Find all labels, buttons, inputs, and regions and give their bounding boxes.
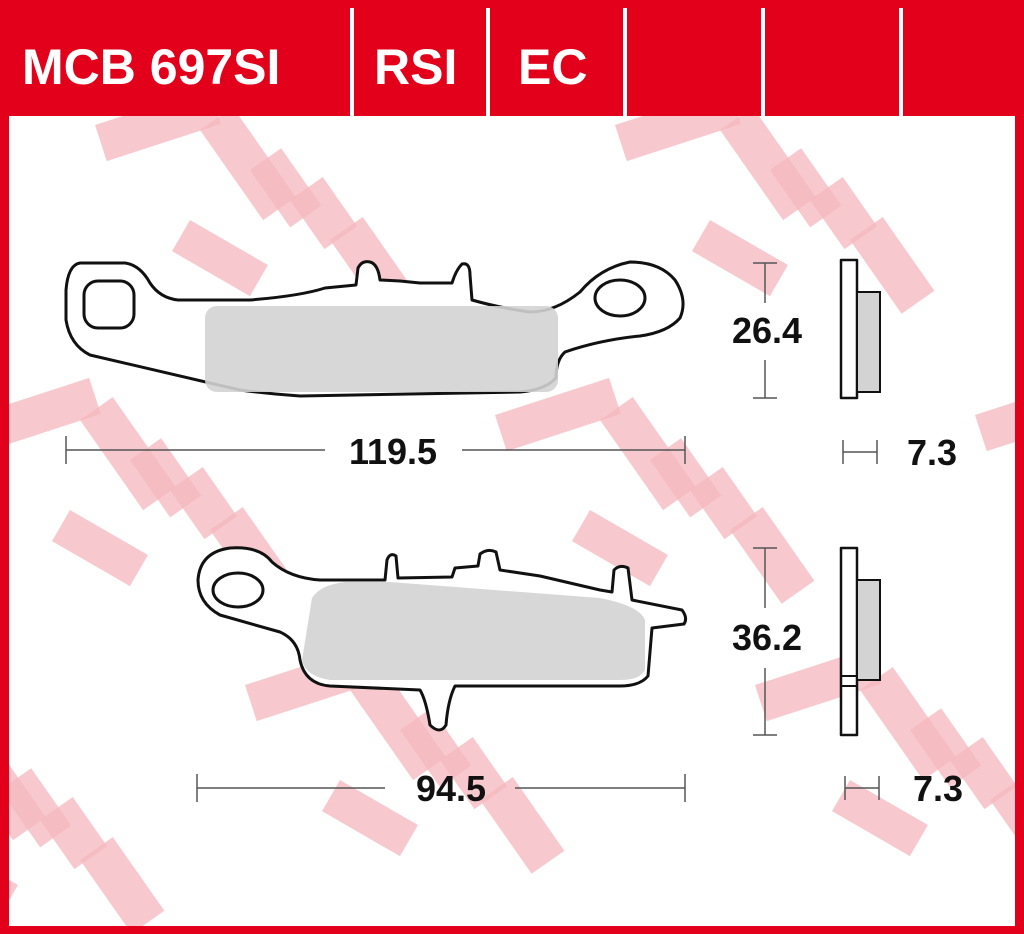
brake-pad-1-front-view: [64, 260, 685, 398]
pad-2-height-dimension: 36.2: [732, 547, 802, 736]
label-ec: EC: [518, 39, 587, 95]
pad-2-thickness: 7.3: [913, 768, 963, 809]
part-number: MCB 697SI: [22, 39, 280, 95]
pad-1-thickness-dimension: 7.3: [842, 432, 957, 473]
pad-2-thickness-dimension: 7.3: [844, 768, 963, 809]
pad-1-height: 26.4: [732, 310, 802, 351]
pad-2-length: 94.5: [416, 768, 486, 809]
pad-1-thickness: 7.3: [907, 432, 957, 473]
brake-pad-1-side-view: [839, 258, 881, 400]
pad-1-length-dimension: 119.5: [65, 431, 686, 472]
pad-1-height-dimension: 26.4: [732, 262, 802, 399]
pad-2-length-dimension: 94.5: [196, 768, 686, 809]
header-dividers: [350, 8, 903, 116]
brake-pad-2-front-view: [196, 546, 688, 732]
pad-2-height: 36.2: [732, 617, 802, 658]
brake-pad-2-side-view: [839, 546, 881, 737]
pad-1-length: 119.5: [349, 431, 437, 472]
label-rsi: RSI: [374, 39, 457, 95]
